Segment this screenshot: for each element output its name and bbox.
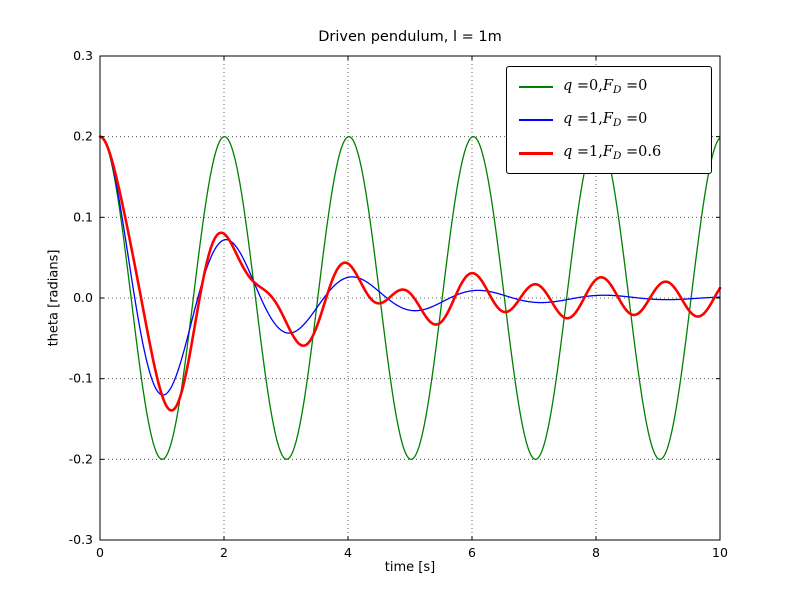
x-axis-label: time [s] <box>384 560 436 575</box>
legend-label-part: =0 <box>621 78 648 94</box>
x-tick-label: 10 <box>712 545 728 560</box>
legend-label-part: =1, <box>572 144 603 160</box>
legend-entry-damped: q =1,FD =0 <box>507 109 711 131</box>
x-tick-label: 6 <box>468 545 476 560</box>
legend-line-sample <box>519 86 553 88</box>
x-tick-label: 2 <box>220 545 228 560</box>
legend-label-part: D <box>612 150 622 162</box>
legend-label-part: =0, <box>572 78 603 94</box>
y-tick-label: 0.0 <box>73 290 93 305</box>
legend-label: q =1,FD =0.6 <box>563 144 661 162</box>
chart-title: Driven pendulum, l = 1m <box>318 29 502 45</box>
legend-label-part: =1, <box>572 111 603 127</box>
series-line-damped <box>99 136 721 396</box>
legend-label-part: F <box>602 144 613 160</box>
series-line-driven <box>98 135 722 412</box>
legend-label-part: =0 <box>621 111 648 127</box>
legend-label-part: F <box>602 78 613 94</box>
y-tick-label: -0.2 <box>69 451 93 466</box>
y-tick-label: 0.2 <box>73 129 93 144</box>
y-tick-label: 0.1 <box>73 209 93 224</box>
legend-label-part: q <box>563 111 573 127</box>
legend-line-sample <box>519 119 553 121</box>
legend-label-part: q <box>563 144 573 160</box>
y-tick-label: 0.3 <box>73 48 93 63</box>
legend-label-part: F <box>602 111 613 127</box>
legend-label-part: D <box>612 117 622 129</box>
legend-entry-undamped: q =0,FD =0 <box>507 76 711 98</box>
legend-line-sample <box>519 151 553 155</box>
y-tick-label: -0.3 <box>69 532 93 547</box>
legend-label-part: q <box>563 78 573 94</box>
legend-label-part: D <box>612 84 622 96</box>
x-tick-label: 8 <box>592 545 600 560</box>
x-tick-label: 4 <box>344 545 352 560</box>
legend: q =0,FD =0 q =1,FD =0 q =1,FD =0.6 <box>506 66 712 174</box>
legend-label-part: =0.6 <box>621 144 662 160</box>
x-tick-label: 0 <box>96 545 104 560</box>
series-line-undamped <box>99 136 721 460</box>
legend-label: q =1,FD =0 <box>563 111 647 129</box>
y-axis-label: theta [radians] <box>46 249 62 347</box>
legend-label: q =0,FD =0 <box>563 78 647 96</box>
y-tick-label: -0.1 <box>69 371 93 386</box>
legend-entry-driven: q =1,FD =0.6 <box>507 142 711 164</box>
